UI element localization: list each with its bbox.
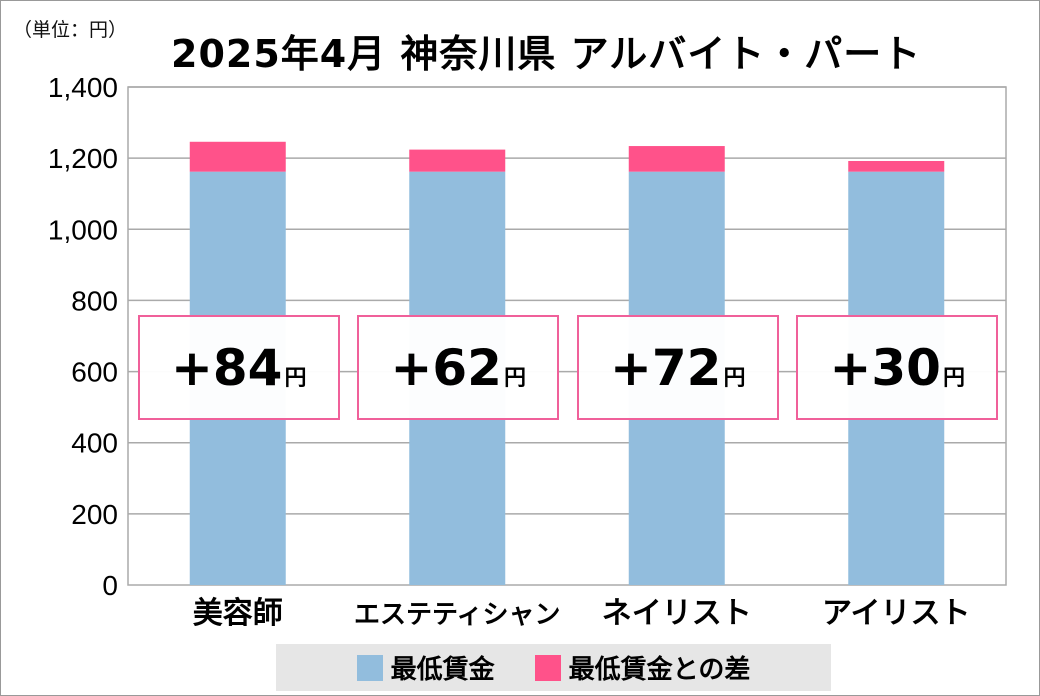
y-tick-label: 0 <box>102 570 118 601</box>
legend-label: 最低賃金 <box>390 655 495 685</box>
difference-annotation: +62 円 <box>357 315 560 420</box>
difference-annotation: +30 円 <box>796 315 999 420</box>
x-category-label: ネイリスト <box>602 596 752 631</box>
legend-item: 最低賃金 <box>356 649 495 686</box>
y-tick-label: 400 <box>71 428 118 459</box>
bar-diff <box>848 160 945 172</box>
difference-value: +72 <box>610 338 722 397</box>
unit-label: （単位：円） <box>13 19 128 41</box>
yen-unit: 円 <box>503 365 526 391</box>
x-category-label: 美容師 <box>193 596 283 631</box>
y-tick-label: 800 <box>71 285 118 316</box>
y-tick-label: 1,400 <box>48 72 118 103</box>
bar-diff <box>628 146 725 172</box>
bar-diff <box>409 149 506 172</box>
legend-swatch-min-wage <box>356 654 383 681</box>
legend: 最低賃金 最低賃金との差 <box>276 644 831 691</box>
yen-unit: 円 <box>942 365 965 391</box>
y-tick-label: 600 <box>71 357 118 388</box>
x-category-label: エステティシャン <box>354 600 560 630</box>
difference-value: +62 <box>390 338 502 397</box>
legend-label: 最低賃金との差 <box>568 655 751 685</box>
y-tick-label: 200 <box>71 499 118 530</box>
y-tick-label: 1,000 <box>48 214 118 245</box>
legend-swatch-diff <box>534 654 561 681</box>
difference-annotation: +72 円 <box>576 315 779 420</box>
difference-value: +30 <box>829 338 941 397</box>
difference-value: +84 <box>171 338 283 397</box>
legend-item: 最低賃金との差 <box>534 649 751 686</box>
difference-annotation: +84 円 <box>137 315 340 420</box>
y-tick-label: 1,200 <box>48 143 118 174</box>
chart-title: 2025年4月 神奈川県 アルバイト・パート <box>171 32 922 76</box>
yen-unit: 円 <box>723 365 746 391</box>
yen-unit: 円 <box>284 365 307 391</box>
x-category-label: アイリスト <box>822 596 971 631</box>
bar-diff <box>189 141 286 172</box>
